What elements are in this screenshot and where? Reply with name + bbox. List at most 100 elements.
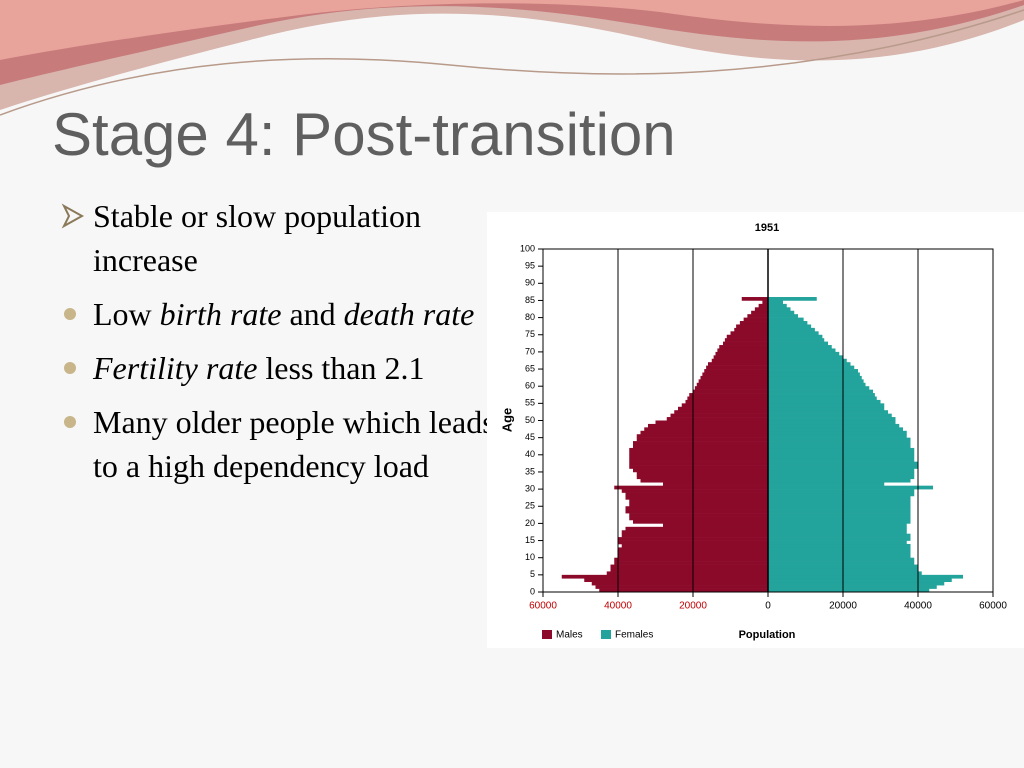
bar — [768, 492, 915, 497]
bar — [754, 307, 768, 312]
y-tick-label: 40 — [525, 449, 535, 459]
y-tick-label: 45 — [525, 432, 535, 442]
x-tick-label: 60000 — [979, 601, 1007, 612]
bullet-text: less than 2.1 — [257, 350, 425, 386]
bar — [730, 331, 768, 336]
bar — [621, 489, 768, 493]
bar — [768, 468, 915, 473]
bar — [768, 365, 855, 370]
bar — [768, 537, 911, 541]
bar — [663, 482, 768, 486]
bar — [724, 338, 768, 342]
bar — [768, 386, 870, 390]
y-tick-label: 70 — [525, 346, 535, 356]
bar — [694, 386, 768, 390]
bullet-text: Stable or slow population increase — [93, 198, 421, 278]
bar — [768, 451, 915, 456]
bullet-marker — [60, 346, 86, 401]
y-tick-label: 90 — [525, 278, 535, 288]
bullet-text: birth rate — [159, 296, 282, 332]
bar — [629, 513, 768, 517]
legend-swatch — [542, 630, 552, 639]
y-tick-label: 85 — [525, 295, 535, 305]
bar — [648, 423, 768, 428]
bar — [768, 423, 900, 428]
bar — [606, 571, 768, 576]
bar — [768, 540, 907, 545]
bar — [736, 324, 768, 329]
bar — [713, 355, 768, 360]
bar — [768, 396, 877, 401]
bar — [591, 581, 768, 586]
bar — [768, 437, 911, 442]
bar — [621, 543, 768, 548]
bar — [734, 327, 768, 332]
bullet-text: Fertility rate — [93, 350, 258, 386]
bar — [768, 389, 873, 394]
bar — [768, 533, 911, 538]
bar — [768, 358, 847, 363]
bar — [751, 310, 768, 315]
bullet: Low birth rate and death rate — [60, 292, 503, 336]
y-tick-label: 30 — [525, 483, 535, 493]
y-tick-label: 65 — [525, 363, 535, 373]
bar — [621, 533, 768, 538]
bullet-text: and — [281, 296, 344, 332]
bar — [768, 331, 819, 336]
bar — [629, 458, 768, 462]
bar — [768, 447, 915, 452]
bar — [768, 303, 787, 308]
bar — [768, 509, 911, 514]
bar — [629, 499, 768, 504]
wave — [0, 0, 1024, 60]
bar — [610, 564, 768, 569]
y-tick-label: 95 — [525, 261, 535, 271]
bar — [768, 454, 915, 459]
x-tick-label: 60000 — [529, 601, 557, 612]
bar — [768, 300, 783, 305]
bar — [768, 399, 881, 404]
bar — [633, 444, 768, 449]
bar — [670, 413, 768, 418]
bar — [768, 519, 911, 524]
bar — [768, 547, 911, 552]
bullet-list: Stable or slow population increase Low bi… — [60, 194, 503, 498]
bar — [768, 403, 885, 408]
bullet-marker — [60, 292, 86, 347]
bar — [625, 506, 768, 510]
x-tick-label: 40000 — [604, 601, 632, 612]
y-tick-label: 20 — [525, 518, 535, 528]
legend-swatch — [601, 630, 611, 639]
bar — [768, 348, 836, 353]
bar — [768, 574, 963, 579]
bar — [561, 574, 768, 579]
bar — [700, 375, 768, 380]
bullet: Fertility rate less than 2.1 — [60, 346, 503, 390]
bar — [698, 379, 768, 384]
bar — [768, 585, 937, 589]
bar — [655, 420, 768, 425]
bar — [625, 495, 768, 500]
bar — [768, 458, 915, 462]
bar — [614, 557, 768, 562]
bar — [768, 434, 907, 438]
bar — [768, 495, 911, 500]
bar — [768, 516, 911, 521]
bar — [768, 543, 911, 548]
bar — [758, 303, 768, 308]
bar — [685, 399, 768, 404]
bar — [768, 341, 828, 346]
wave-line — [0, 9, 1024, 116]
x-axis-label: Population — [739, 629, 796, 641]
bar — [768, 417, 896, 421]
bar — [768, 334, 823, 339]
y-axis-label: Age — [499, 408, 514, 433]
bar — [702, 372, 768, 377]
bar — [599, 588, 768, 593]
bar — [768, 427, 903, 432]
bar — [747, 314, 768, 318]
bullet-text: Many older people which leads to a high … — [93, 404, 495, 484]
bar — [741, 297, 768, 301]
bar — [768, 314, 798, 318]
